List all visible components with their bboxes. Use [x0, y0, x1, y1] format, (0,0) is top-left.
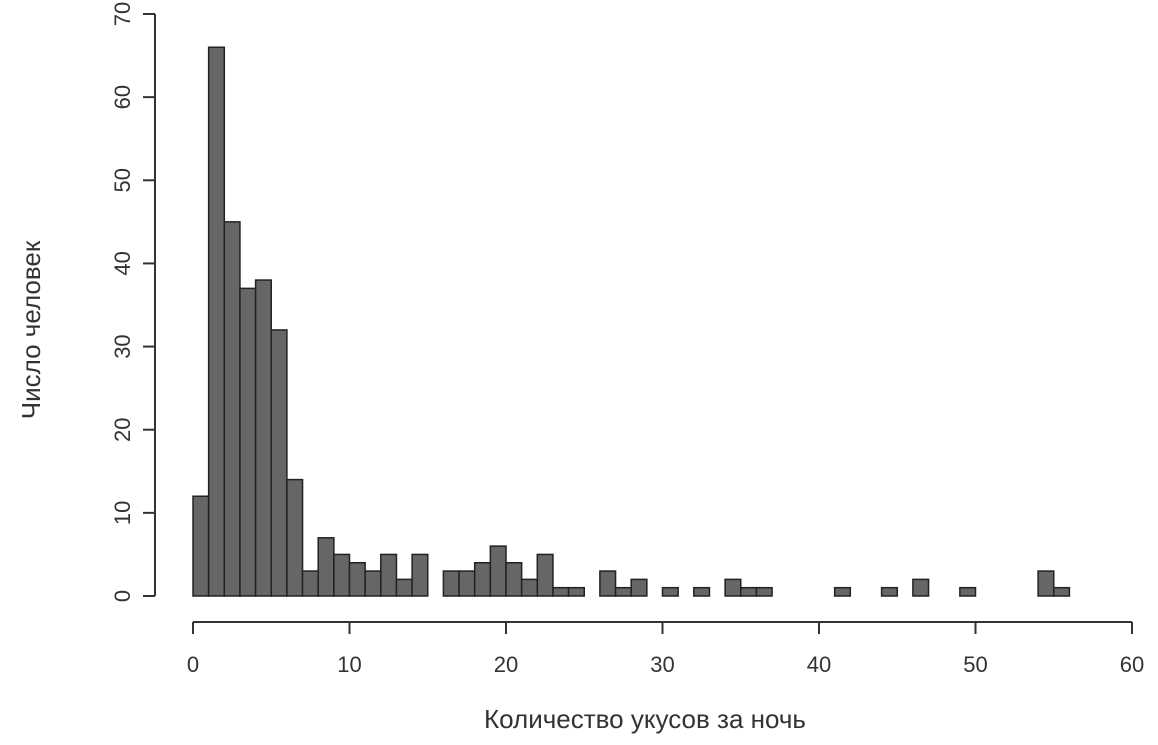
- y-tick-label: 10: [110, 501, 135, 525]
- bar: [333, 553, 351, 597]
- y-tick-label: 20: [110, 417, 135, 441]
- x-tick-label: 20: [494, 652, 518, 677]
- x-tick-label: 30: [650, 652, 674, 677]
- bar: [880, 586, 898, 597]
- y-tick-label: 40: [110, 251, 135, 275]
- bar: [567, 586, 585, 597]
- bar: [520, 578, 539, 597]
- y-tick-label: 70: [110, 2, 135, 26]
- bar: [207, 46, 226, 597]
- bar: [223, 221, 241, 597]
- bar: [286, 478, 304, 597]
- x-axis-label: Количество укусов за ночь: [484, 704, 806, 734]
- bar: [833, 586, 852, 597]
- bar: [411, 553, 429, 597]
- y-tick-label: 60: [110, 85, 135, 109]
- bar: [536, 553, 554, 597]
- bar: [693, 586, 711, 597]
- bar: [740, 586, 758, 597]
- bar: [380, 553, 398, 597]
- bar: [724, 578, 742, 597]
- bar: [395, 578, 413, 597]
- bar: [458, 570, 476, 597]
- bar: [473, 561, 492, 597]
- bar: [630, 578, 648, 597]
- x-tick-label: 10: [337, 652, 361, 677]
- bar: [1037, 570, 1055, 597]
- x-tick-label: 60: [1120, 652, 1144, 677]
- x-tick-label: 40: [807, 652, 831, 677]
- bar: [912, 578, 930, 597]
- y-tick-label: 50: [110, 168, 135, 192]
- bar: [661, 586, 679, 597]
- bar: [442, 570, 460, 597]
- bar: [192, 495, 210, 597]
- y-axis-label: Число человек: [16, 240, 46, 419]
- bar: [239, 287, 257, 597]
- bar: [254, 279, 273, 597]
- y-tick-label: 0: [110, 590, 135, 602]
- bar: [364, 570, 382, 597]
- bar: [959, 586, 977, 597]
- bar: [317, 537, 335, 597]
- bar: [599, 570, 617, 597]
- bar: [270, 329, 288, 597]
- bar: [489, 545, 507, 597]
- bar: [348, 561, 366, 597]
- bar: [1053, 586, 1071, 597]
- bar: [755, 586, 773, 597]
- bar: [614, 586, 632, 597]
- x-tick-label: 50: [963, 652, 987, 677]
- bar: [505, 561, 523, 597]
- y-tick-label: 30: [110, 334, 135, 358]
- x-tick-label: 0: [187, 652, 199, 677]
- bar: [552, 586, 570, 597]
- bar: [301, 570, 319, 597]
